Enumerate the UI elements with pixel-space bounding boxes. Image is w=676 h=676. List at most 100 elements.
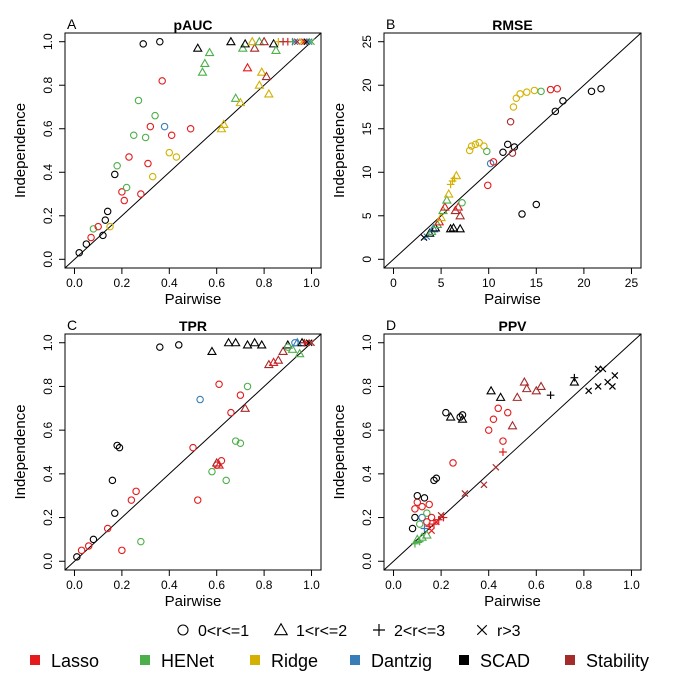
data-point — [461, 490, 469, 497]
data-point — [137, 537, 145, 546]
data-point — [523, 88, 531, 96]
data-point — [408, 524, 417, 533]
data-point — [594, 382, 602, 390]
identity-line — [383, 32, 642, 269]
data-point — [551, 107, 560, 116]
panel-letter: C — [67, 317, 77, 333]
data-point — [256, 339, 267, 349]
data-point — [423, 518, 431, 526]
data-point — [305, 38, 313, 46]
data-point — [227, 408, 235, 417]
data-point — [494, 404, 502, 413]
data-point — [240, 403, 251, 412]
data-point — [458, 198, 466, 207]
x-tick-label: 0.2 — [114, 578, 131, 592]
data-point — [120, 196, 129, 205]
data-point — [247, 36, 258, 46]
legend-method-label: HENet — [161, 651, 214, 671]
data-point — [118, 188, 126, 196]
x-tick-label: 0.6 — [208, 276, 225, 290]
data-point — [521, 383, 532, 393]
data-point — [427, 513, 436, 522]
data-point — [129, 131, 138, 140]
panel-letter: D — [386, 317, 396, 333]
x-axis-label: Pairwise — [484, 291, 541, 308]
legend-circle-icon — [177, 624, 189, 636]
plot-frame — [64, 333, 322, 571]
data-point — [82, 240, 91, 248]
data-point — [193, 496, 202, 504]
x-tick-label: 1.0 — [303, 276, 320, 290]
data-point — [587, 87, 596, 96]
y-tick-label: 0.0 — [360, 553, 374, 570]
data-point — [308, 339, 315, 347]
data-point — [215, 380, 223, 389]
data-point — [175, 341, 183, 349]
panel-A: 0.0 0.2 0.4 0.6 0.8 1.0 0.0 0.2 0.4 0.6 0.8 1.0 pAUC… — [12, 16, 322, 308]
data-point — [413, 491, 422, 500]
data-point — [111, 509, 119, 517]
data-point — [268, 38, 279, 48]
x-tick-label: 0.6 — [208, 578, 225, 592]
data-point — [467, 142, 476, 150]
data-point — [284, 343, 292, 351]
legend-swatch — [250, 655, 260, 665]
data-point — [243, 382, 252, 391]
data-point — [492, 463, 500, 471]
data-point — [457, 414, 468, 423]
data-point — [509, 103, 518, 111]
data-point — [144, 159, 152, 168]
legend-swatch — [459, 655, 469, 665]
data-point — [263, 88, 274, 98]
data-point — [415, 537, 424, 546]
data-point — [484, 426, 493, 434]
legend-triangle-icon — [273, 622, 289, 636]
data-point — [222, 476, 230, 485]
data-point — [256, 67, 267, 76]
data-point — [516, 90, 524, 98]
data-point — [423, 509, 431, 517]
y-tick-label: 1.0 — [41, 33, 55, 50]
y-tick-label: 5 — [360, 212, 374, 219]
x-tick-label: 0.0 — [385, 578, 402, 592]
x-tick-label: 0.0 — [66, 276, 83, 290]
data-point — [418, 502, 426, 511]
data-point — [499, 448, 507, 456]
data-point — [519, 376, 530, 386]
panel-C: 0.0 0.2 0.4 0.6 0.8 1.0 0.0 0.2 0.4 0.6 0.8 1.0 TPR C… — [12, 317, 322, 610]
data-point — [186, 124, 195, 133]
data-point — [216, 123, 227, 133]
data-point — [458, 411, 467, 419]
data-point — [453, 201, 464, 211]
data-point — [421, 529, 432, 539]
y-tick-label: 0.8 — [41, 378, 55, 395]
x-tick-label: 0.8 — [256, 578, 273, 592]
data-point — [411, 539, 419, 548]
y-tick-label: 0.6 — [41, 120, 55, 137]
data-point — [537, 87, 545, 96]
data-point — [432, 518, 440, 526]
data-point — [115, 443, 124, 452]
legend: 0<r<=1 1<r<=2 2<r<=3 r>3 Lasso HENet Ridge Dant… — [30, 622, 649, 671]
y-axis-label: Independence — [12, 404, 29, 499]
data-point — [499, 437, 507, 445]
data-point — [103, 524, 112, 533]
data-point — [236, 391, 245, 399]
data-point — [503, 140, 512, 149]
data-point — [99, 231, 107, 240]
x-tick-label: 25 — [625, 276, 639, 290]
data-point — [449, 459, 457, 467]
data-point — [495, 392, 506, 401]
data-point — [236, 439, 245, 448]
data-point — [230, 93, 241, 102]
data-point — [291, 338, 299, 347]
data-point — [231, 437, 240, 445]
y-axis-label: Independence — [12, 103, 29, 198]
legend-method-label: SCAD — [480, 651, 530, 671]
data-point — [214, 460, 225, 469]
data-point — [611, 372, 619, 379]
data-point — [273, 355, 284, 364]
data-point — [420, 524, 429, 533]
y-tick-label: 0.4 — [41, 465, 55, 482]
